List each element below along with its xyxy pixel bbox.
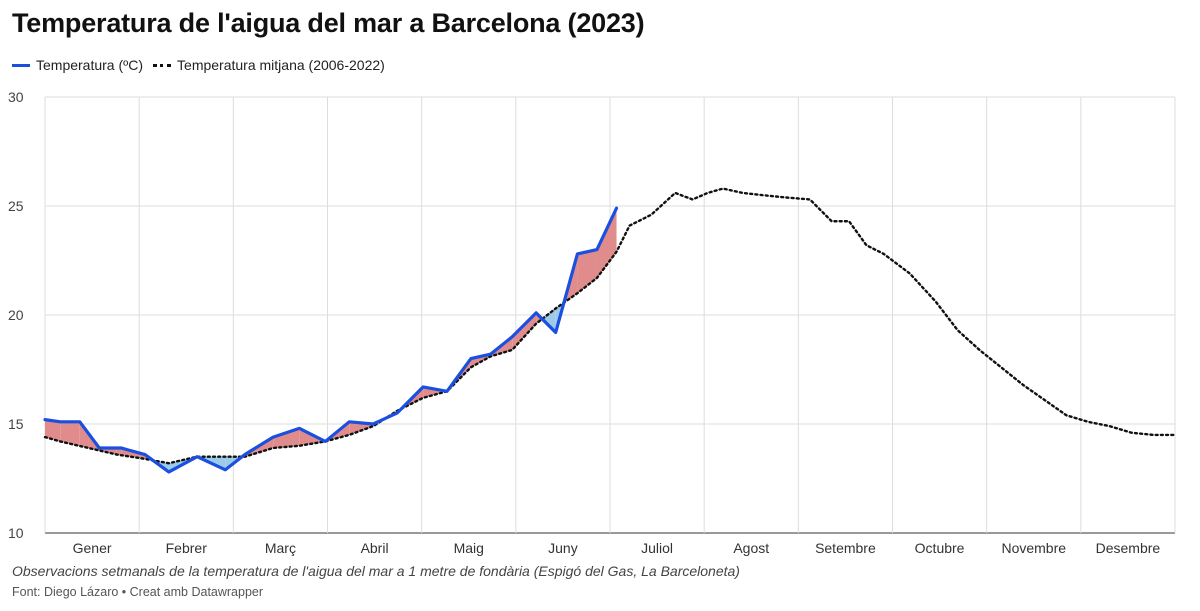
difference-fills — [45, 208, 617, 472]
y-tick-label: 10 — [8, 525, 24, 541]
x-tick-label: Maig — [454, 540, 484, 556]
y-axis-ticks: 10 15 20 25 30 — [8, 89, 24, 541]
legend-swatch-dotted — [153, 63, 172, 67]
y-tick-label: 25 — [8, 198, 24, 214]
legend: Temperatura (ºC) Temperatura mitjana (20… — [12, 55, 395, 75]
fill-above-average — [273, 428, 300, 448]
x-tick-label: Novembre — [1001, 540, 1066, 556]
gridlines — [44, 96, 1176, 534]
legend-label-temperature: Temperatura (ºC) — [36, 57, 144, 73]
y-tick-label: 30 — [8, 89, 24, 105]
fill-above-average — [512, 312, 537, 350]
x-tick-label: Abril — [361, 540, 389, 556]
x-tick-label: Octubre — [915, 540, 965, 556]
x-tick-label: Setembre — [815, 540, 876, 556]
x-tick-label: Juny — [548, 540, 578, 556]
chart-title: Temperatura de l'aigua del mar a Barcelo… — [12, 8, 645, 38]
fill-above-average — [596, 208, 617, 278]
x-tick-label: Desembre — [1096, 540, 1161, 556]
y-tick-label: 15 — [8, 416, 24, 432]
series-line-temperature — [43, 206, 619, 474]
fill-above-average — [577, 249, 597, 294]
fill-above-average — [60, 421, 80, 446]
x-axis-ticks: Gener Febrer Març Abril Maig Juny Juliol Agost S… — [73, 540, 1161, 556]
legend-swatch-solid — [12, 63, 30, 67]
x-tick-label: Febrer — [166, 540, 208, 556]
chart-source: Font: Diego Lázaro • Creat amb Datawrapp… — [12, 585, 264, 599]
x-tick-label: Gener — [73, 540, 112, 556]
x-tick-label: Agost — [733, 540, 769, 556]
legend-item-average: Temperatura mitjana (2006-2022) — [153, 57, 385, 73]
chart-notes: Observacions setmanals de la temperatura… — [12, 563, 740, 579]
y-tick-label: 20 — [8, 307, 24, 323]
legend-item-temperature: Temperatura (ºC) — [12, 57, 143, 73]
series-lines — [43, 187, 1177, 474]
x-tick-label: Març — [265, 540, 296, 556]
fill-above-average — [79, 421, 89, 448]
series-line-average — [43, 187, 1177, 465]
x-tick-label: Juliol — [641, 540, 673, 556]
fill-above-average — [45, 419, 61, 442]
fill-above-average — [116, 447, 122, 456]
fill-below-average — [542, 308, 556, 333]
legend-label-average: Temperatura mitjana (2006-2022) — [177, 57, 385, 73]
line-chart: 10 15 20 25 30 Gener Febrer Març Abril Maig Juny J… — [8, 89, 1177, 556]
